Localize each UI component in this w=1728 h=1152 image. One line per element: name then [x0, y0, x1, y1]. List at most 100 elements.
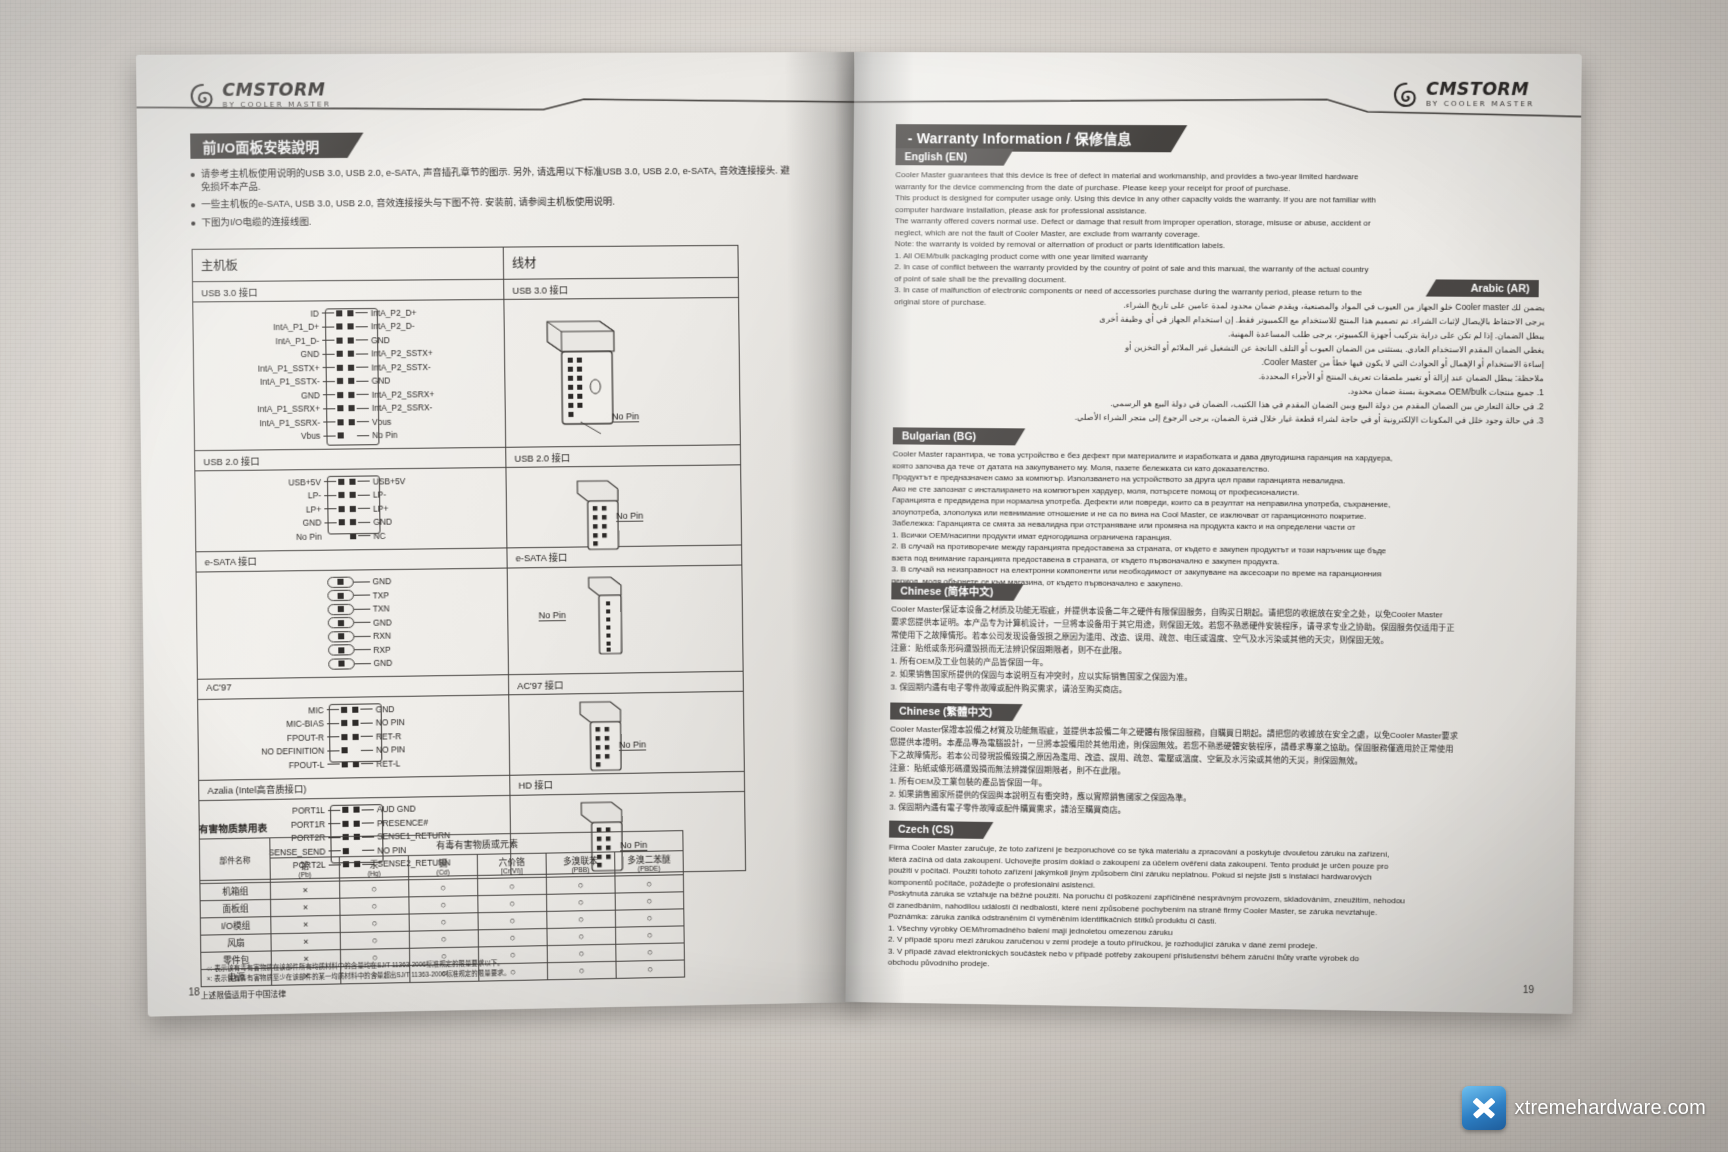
pin-label-left: LP+	[305, 504, 322, 515]
pin-label-right: TXN	[372, 603, 390, 614]
pin-capsule	[326, 589, 354, 602]
pin-label-right: GND	[370, 334, 390, 346]
rohs-cell: ○	[339, 896, 410, 916]
pin-square	[336, 578, 344, 586]
cable-drawing-ac97	[566, 699, 658, 786]
rohs-cell: ○	[615, 925, 685, 945]
pin-capsule	[327, 617, 354, 629]
pin-label-right: NC	[373, 530, 386, 541]
language-body-chinese: Cooler Master保证本设备之材质及功能无瑕疵，并提供本设备二年之硬件有…	[890, 603, 1541, 702]
pin-label-right: IntA_P2_SSRX-	[371, 402, 433, 414]
rohs-cell: ×	[270, 881, 340, 900]
table-row: ID IntA_P2_D+ IntA_P1_D+ IntA_P2_D- IntA_P1_…	[193, 297, 740, 452]
col-header-motherboard: 主机板	[200, 258, 238, 274]
page-number-left: 18	[188, 987, 200, 999]
connector-outline	[324, 308, 380, 446]
pin-spacer	[221, 623, 327, 624]
bullet-text: 下图为I/O电缆的连接线图.	[201, 216, 312, 228]
rohs-cell: ○	[339, 879, 409, 899]
rohs-row-name: 面板组	[200, 899, 271, 918]
rohs-cell: ○	[477, 877, 547, 896]
pin-lead	[358, 535, 371, 537]
pin-lead	[327, 763, 340, 765]
bullet-dot	[191, 221, 196, 226]
language-body-arabicar: يضمن لك Cooler master خلو الجهاز من العي…	[893, 297, 1545, 428]
bullet-text: 一些主机板的e-SATA, USB 3.0, USB 2.0, 音效连接接头与下…	[201, 196, 616, 210]
rohs-cell: ○	[340, 931, 410, 950]
cable-label-usb20: USB 2.0 接口	[514, 452, 571, 464]
rohs-element-symbol: (Hg)	[367, 870, 381, 878]
pin-label-left: GND	[302, 517, 322, 529]
mb-label-esata: e-SATA 接口	[204, 556, 258, 568]
pin-label-left: IntA_P1_D-	[275, 335, 320, 346]
pin-spacer	[222, 650, 328, 652]
rohs-cell: ×	[271, 932, 341, 951]
pin-label-right: LP+	[373, 503, 389, 514]
pin-capsule	[327, 630, 354, 643]
language-header-chinese: Chinese (繁體中文)	[890, 702, 1022, 721]
pin-label-left: NO DEFINITION	[261, 745, 325, 757]
pin-row: GND	[202, 655, 504, 673]
cable-label-usb30: USB 3.0 接口	[512, 284, 569, 296]
pin-label-left: IntA_P1_SSRX+	[257, 403, 321, 415]
pin-lead	[353, 594, 370, 597]
pin-label-left: GND	[300, 349, 320, 360]
col-header-cable: 线材	[511, 256, 537, 271]
pin-lead	[353, 622, 370, 624]
pin-label-right: NO PIN	[376, 744, 406, 756]
pin-spacer	[221, 582, 327, 583]
pin-label-right: LP-	[372, 489, 387, 500]
bullet-text: 请参考主机板使用说明的USB 3.0, USB 2.0, e-SATA, 声音插…	[200, 165, 790, 193]
header-rule-left	[136, 96, 855, 134]
pin-label-left: IntA_P1_D+	[273, 321, 320, 333]
pin-spacer	[221, 596, 327, 597]
pin-lead	[361, 763, 374, 765]
io-pinout-table: 主机板 线材 USB 3.0 接口 USB 3.0 接口 ID IntA_P2_D…	[191, 244, 747, 882]
pin-label-right: RET-L	[376, 758, 401, 769]
pin-lead	[354, 662, 371, 665]
rohs-element-symbol: (Cd)	[436, 869, 450, 877]
rohs-element-symbol: (PBDE)	[637, 865, 661, 874]
list-item: 请参考主机板使用说明的USB 3.0, USB 2.0, e-SATA, 声音插…	[190, 164, 798, 194]
watermark: xtremehardware.com	[1461, 1086, 1706, 1130]
language-header-czechcs: Czech (CS)	[889, 821, 993, 839]
pin-label-right: USB+5V	[372, 475, 406, 487]
pin-square	[337, 660, 345, 667]
language-header-bulgarianbg: Bulgarian (BG)	[893, 427, 1025, 445]
rohs-cell: ○	[478, 911, 547, 930]
cable-drawing-usb30	[539, 317, 682, 444]
pin-label-left: Vbus	[301, 430, 321, 442]
pin-label-left: FPOUT-L	[288, 759, 325, 771]
table-row: GND TXP TXN GND RXN RXP GND	[196, 565, 743, 680]
pin-label-left: MIC-BIAS	[286, 718, 324, 730]
header-rule-right	[854, 92, 1582, 131]
language-body-czechcs: Firma Cooler Master zaručuje, že toto za…	[888, 842, 1540, 979]
cable-label-hd: HD 接口	[518, 780, 554, 791]
pin-lead	[354, 649, 371, 651]
pin-lead	[353, 608, 370, 610]
pin-label-right: TXP	[372, 589, 390, 601]
rohs-element-header: 镉 (Cd)	[408, 854, 478, 880]
pin-label-right: GND	[375, 703, 395, 715]
page-number-right: 19	[1522, 984, 1535, 997]
rohs-cell: ○	[409, 912, 479, 932]
rohs-element-header: 铅 (Pb)	[270, 856, 340, 883]
rohs-element-symbol: (Pb)	[298, 871, 312, 880]
cable-note-usb20: No Pin	[616, 510, 644, 522]
connector-outline	[326, 475, 381, 535]
rohs-element-header: 多溴联苯 (PBB)	[546, 851, 615, 878]
language-header-arabicar: Arabic (AR)	[1426, 279, 1539, 297]
rohs-element-header: 汞 (Hg)	[339, 855, 409, 882]
pin-square	[337, 633, 344, 640]
pin-label-right: AUD GND	[376, 803, 416, 815]
mb-label-usb20: USB 2.0 接口	[203, 456, 260, 467]
cable-label-ac97: AC'97 接口	[517, 679, 564, 691]
pin-square	[337, 606, 344, 613]
x-badge-icon	[1461, 1086, 1506, 1130]
rohs-cell: ○	[477, 894, 547, 913]
pin-lead	[325, 536, 337, 537]
rohs-row-name: 风扇	[200, 933, 272, 953]
rohs-cell: ×	[270, 898, 341, 917]
pin-label-left: FPOUT-R	[286, 732, 325, 743]
rohs-cell: ×	[270, 915, 341, 934]
